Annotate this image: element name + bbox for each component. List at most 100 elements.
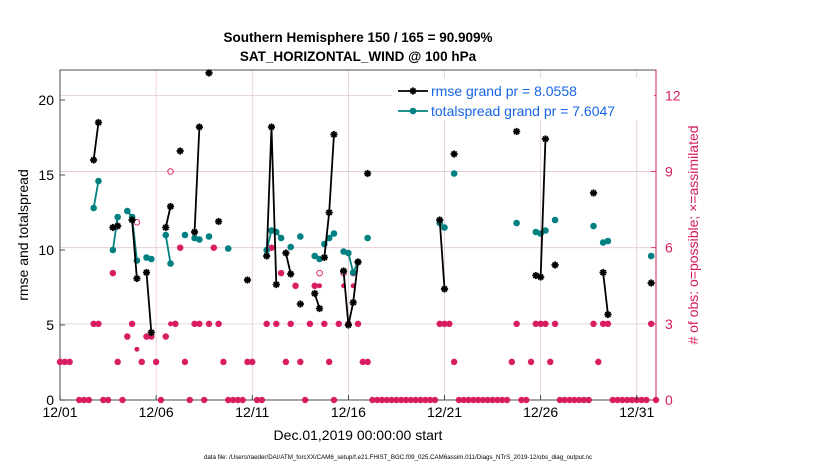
- obs-assimilated-point-arm: [148, 334, 154, 339]
- obs-assimilated-point-arm: [394, 397, 399, 403]
- obs-assimilated-point-arm: [57, 359, 63, 365]
- obs-assimilated-point: [567, 397, 572, 403]
- rmse-point-arm: [599, 269, 607, 276]
- rmse-point-arm: [205, 69, 213, 77]
- obs-assimilated-point-arm: [187, 397, 193, 403]
- obs-assimilated-point-arm: [273, 321, 279, 327]
- obs-possible-point: [513, 320, 520, 328]
- obs-assimilated-point: [67, 359, 73, 365]
- obs-assimilated-point: [163, 334, 169, 339]
- spread-point: [287, 243, 295, 251]
- obs-assimilated-point: [259, 397, 265, 403]
- obs-assimilated-point-arm: [120, 397, 125, 403]
- obs-assimilated-point: [264, 321, 270, 327]
- obs-assimilated-point-arm: [610, 397, 616, 403]
- obs-assimilated-point: [610, 397, 616, 403]
- obs-possible-point: [220, 358, 227, 366]
- rmse-point-arm: [513, 128, 520, 135]
- obs-assimilated-point: [490, 397, 495, 403]
- obs-assimilated-point: [307, 321, 313, 327]
- rmse-point-arm: [148, 329, 155, 336]
- obs-assimilated-point: [293, 283, 298, 289]
- rmse-line-segment: [602, 272, 609, 315]
- obs-possible-point: [292, 282, 299, 290]
- obs-assimilated-point: [360, 359, 366, 365]
- obs-assimilated-point: [134, 346, 140, 352]
- rmse-point: [190, 228, 199, 236]
- obs-assimilated-point: [523, 397, 529, 403]
- obs-assimilated-point: [139, 359, 145, 365]
- obs-possible-point: [297, 358, 304, 366]
- obs-assimilated-point: [230, 397, 236, 403]
- obs-assimilated-point: [206, 321, 212, 327]
- obs-assimilated-point: [86, 397, 92, 403]
- rmse-point: [243, 276, 252, 284]
- obs-assimilated-point-arm: [173, 321, 178, 327]
- rmse-point-arm: [128, 216, 136, 224]
- spread-line-segment: [111, 216, 119, 251]
- obs-assimilated-point: [110, 270, 116, 276]
- obs-assimilated-point-arm: [278, 270, 284, 276]
- obs-possible-point: [119, 396, 126, 404]
- obs-assimilated-point-arm: [605, 321, 611, 327]
- rmse-point: [647, 279, 655, 287]
- rmse-point-arm: [167, 203, 174, 210]
- rmse-point-arm: [325, 209, 333, 216]
- obs-assimilated-point: [177, 245, 183, 251]
- rmse-point-arm: [297, 300, 304, 308]
- rmse-point: [263, 252, 271, 260]
- obs-assimilated-point-arm: [480, 397, 486, 403]
- obs-assimilated-point: [615, 397, 620, 403]
- rmse-point-arm: [441, 285, 448, 293]
- obs-assimilated-point: [586, 397, 592, 403]
- obs-assimilated-point-arm: [230, 397, 236, 403]
- obs-assimilated-point-arm: [528, 359, 534, 365]
- obs-assimilated-point: [115, 359, 121, 365]
- obs-assimilated-point: [278, 270, 284, 276]
- obs-assimilated-point-arm: [456, 397, 462, 403]
- obs-assimilated-point-arm: [144, 334, 149, 339]
- obs-assimilated-point: [591, 321, 596, 327]
- obs-assimilated-point: [514, 321, 520, 327]
- obs-assimilated-point-arm: [620, 397, 625, 403]
- obs-assimilated-point: [639, 397, 644, 403]
- spread-point: [277, 234, 285, 242]
- obs-assimilated-point-arm: [124, 334, 130, 339]
- obs-assimilated-point-arm: [398, 397, 404, 403]
- obs-assimilated-point: [216, 321, 222, 327]
- spread-point: [330, 230, 338, 237]
- spread-line-segment: [164, 234, 172, 264]
- obs-assimilated-point-arm: [639, 397, 644, 403]
- obs-possible-point: [301, 396, 309, 404]
- obs-assimilated-point: [528, 359, 534, 365]
- obs-assimilated-point: [576, 397, 582, 403]
- obs-assimilated-point: [57, 359, 63, 365]
- obs-possible-point: [277, 269, 285, 277]
- rmse-point: [339, 267, 348, 275]
- obs-assimilated-point-arm: [403, 397, 409, 403]
- obs-assimilated-point: [394, 397, 399, 403]
- obs-assimilated-point: [273, 321, 279, 327]
- obs-assimilated-point-arm: [81, 397, 87, 403]
- rmse-point-arm: [532, 272, 540, 279]
- obs-assimilated-point-arm: [283, 359, 289, 365]
- obs-assimilated-point-arm: [129, 321, 135, 327]
- rmse-point-arm: [133, 275, 141, 282]
- obs-assimilated-point: [196, 321, 202, 327]
- obs-assimilated-point: [269, 245, 274, 251]
- obs-assimilated-point-arm: [100, 397, 106, 403]
- obs-possible-point: [210, 244, 218, 251]
- obs-assimilated-point-arm: [302, 397, 308, 403]
- obs-assimilated-point: [413, 397, 419, 403]
- obs-assimilated-point: [494, 397, 500, 403]
- rmse-point: [450, 150, 458, 158]
- rmse-point-arm: [114, 222, 121, 230]
- rmse-point-arm: [268, 123, 275, 131]
- spread-point: [297, 233, 304, 240]
- obs-assimilated-point-arm: [163, 334, 169, 339]
- rmse-point-arm: [537, 273, 544, 281]
- obs-assimilated-point-arm: [350, 283, 356, 289]
- obs-possible-point: [287, 320, 294, 328]
- obs-assimilated-point: [235, 397, 241, 403]
